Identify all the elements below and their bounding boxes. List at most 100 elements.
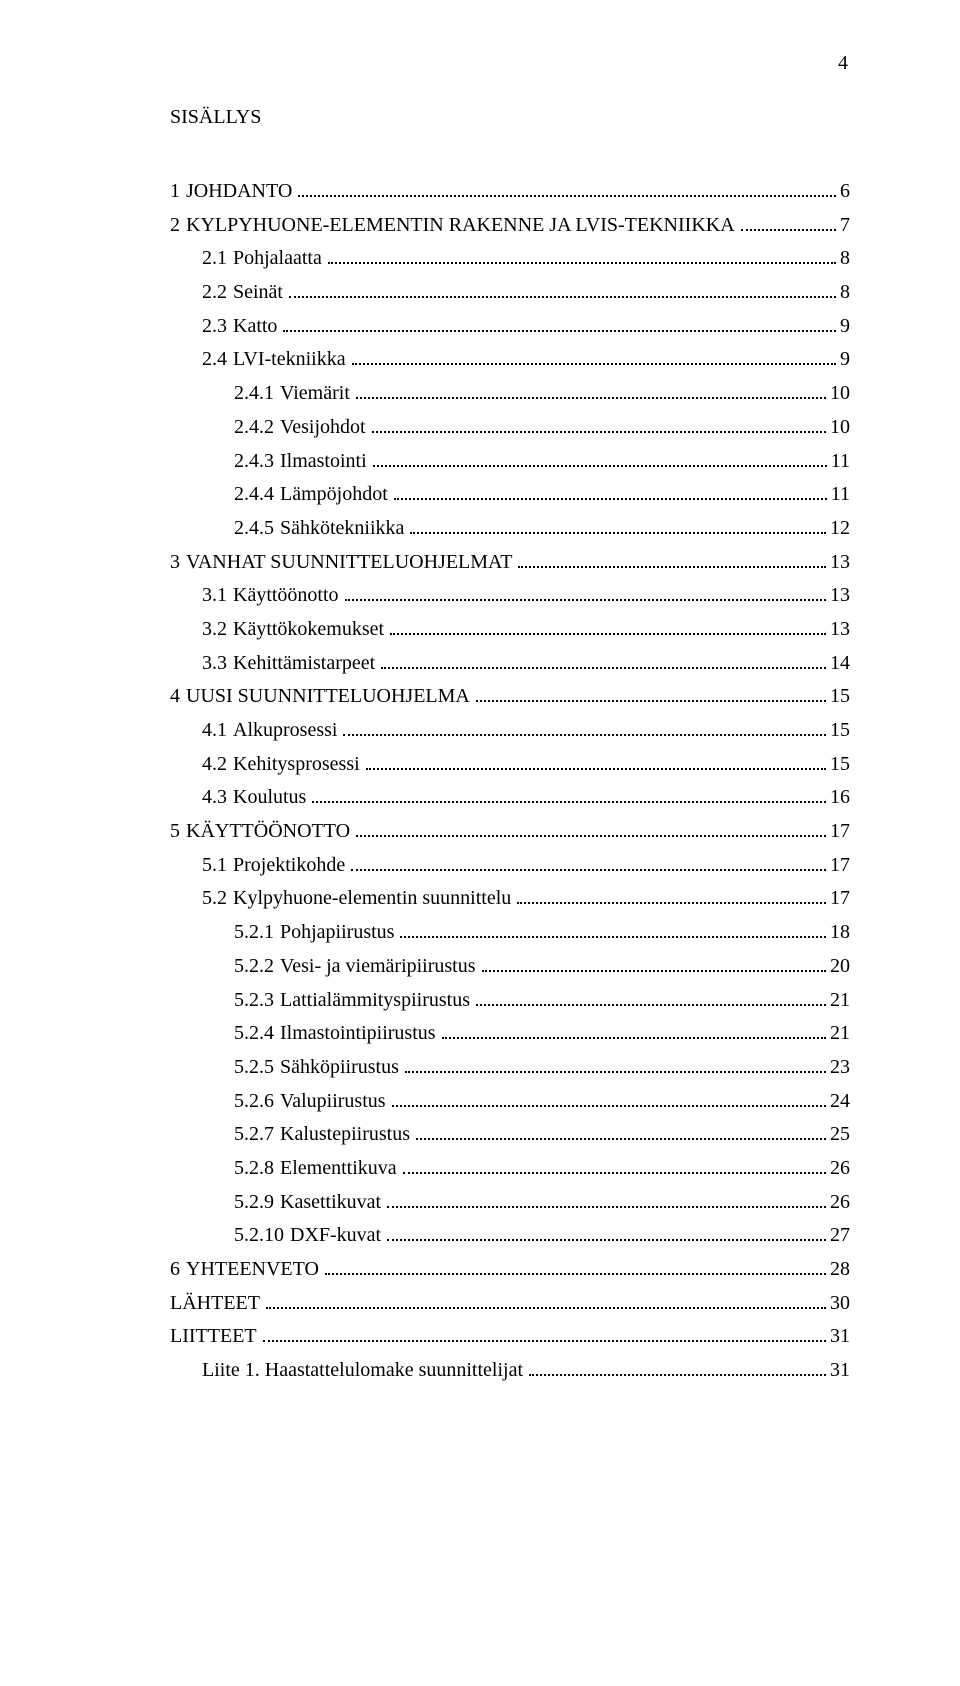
toc-entry-label: Koulutus [227, 787, 306, 807]
toc-leader-dots [356, 821, 826, 837]
toc-entry-page: 15 [830, 754, 850, 774]
toc-entry-label: YHTEENVETO [180, 1259, 319, 1279]
toc-entry-page: 26 [830, 1158, 850, 1178]
toc-leader-dots [403, 1158, 826, 1174]
toc-leader-dots [351, 855, 826, 871]
toc-row: 3.3Kehittämistarpeet14 [170, 653, 850, 673]
toc-leader-dots [387, 1225, 826, 1241]
toc-row: Liite 1. Haastattelulomake suunnittelija… [170, 1360, 850, 1380]
toc-entry-page: 24 [830, 1091, 850, 1111]
toc-entry-label: Ilmastointipiirustus [274, 1023, 436, 1043]
toc-leader-dots [529, 1360, 826, 1376]
toc-leader-dots [482, 956, 826, 972]
toc-row: 4.1Alkuprosessi15 [170, 720, 850, 740]
toc-row: 3VANHAT SUUNNITTELUOHJELMAT13 [170, 552, 850, 572]
toc-entry-page: 8 [840, 248, 850, 268]
toc-entry-page: 17 [830, 821, 850, 841]
toc-row: LIITTEET 31 [170, 1326, 850, 1346]
toc-row: 5KÄYTTÖÖNOTTO17 [170, 821, 850, 841]
toc-leader-dots [356, 383, 826, 399]
toc-entry-number: 6 [170, 1259, 180, 1279]
toc-row: 2KYLPYHUONE-ELEMENTIN RAKENNE JA LVIS-TE… [170, 215, 850, 235]
toc-entry-label: Seinät [227, 282, 283, 302]
toc-entry-label: Vesijohdot [274, 417, 366, 437]
toc-row: 2.2Seinät8 [170, 282, 850, 302]
toc-leader-dots [266, 1293, 826, 1309]
toc-entry-label: Katto [227, 316, 277, 336]
toc-entry-label: Viemärit [274, 383, 350, 403]
toc-leader-dots [518, 552, 826, 568]
toc-entry-label: Kalustepiirustus [274, 1124, 410, 1144]
toc-leader-dots [476, 990, 826, 1006]
toc-leader-dots [400, 922, 826, 938]
toc-row: 2.4.1Viemärit10 [170, 383, 850, 403]
toc-entry-number: 3.2 [202, 619, 227, 639]
toc-entry-page: 10 [830, 417, 850, 437]
toc-entry-page: 25 [830, 1124, 850, 1144]
toc-entry-page: 30 [830, 1293, 850, 1313]
toc-leader-dots [283, 316, 836, 332]
toc-row: 4.3Koulutus16 [170, 787, 850, 807]
toc-entry-number: 5.2.7 [234, 1124, 274, 1144]
toc-entry-label: Kasettikuvat [274, 1192, 381, 1212]
toc-row: 5.2.7Kalustepiirustus 25 [170, 1124, 850, 1144]
toc-entry-number: 2.4.1 [234, 383, 274, 403]
toc-entry-number: 5.2.8 [234, 1158, 274, 1178]
toc-entry-label: Projektikohde [227, 855, 345, 875]
toc-entry-number: 3.3 [202, 653, 227, 673]
toc-row: 2.4.5Sähkötekniikka12 [170, 518, 850, 538]
toc-row: 1JOHDANTO6 [170, 181, 850, 201]
toc-row: 2.3Katto 9 [170, 316, 850, 336]
toc-entry-number: 2.4.3 [234, 451, 274, 471]
toc-entry-page: 17 [830, 855, 850, 875]
toc-entry-number: 1 [170, 181, 180, 201]
toc-row: 6YHTEENVETO 28 [170, 1259, 850, 1279]
toc-leader-dots [366, 754, 826, 770]
page: 4 SISÄLLYS 1JOHDANTO62KYLPYHUONE-ELEMENT… [0, 0, 960, 1686]
toc-row: 5.2.5Sähköpiirustus23 [170, 1057, 850, 1077]
page-number: 4 [838, 52, 848, 75]
toc-row: 2.1Pohjalaatta8 [170, 248, 850, 268]
toc-entry-page: 11 [831, 484, 850, 504]
toc-leader-dots [442, 1023, 826, 1039]
toc-row: 5.2.10DXF-kuvat27 [170, 1225, 850, 1245]
toc-entry-label: KYLPYHUONE-ELEMENTIN RAKENNE JA LVIS-TEK… [180, 215, 735, 235]
toc-leader-dots [373, 451, 827, 467]
toc-entry-page: 16 [830, 787, 850, 807]
toc-entry-number: 5.2.5 [234, 1057, 274, 1077]
toc-entry-page: 13 [830, 552, 850, 572]
toc-leader-dots [416, 1124, 826, 1140]
toc-row: 2.4.4Lämpöjohdot11 [170, 484, 850, 504]
toc-row: 2.4.2Vesijohdot10 [170, 417, 850, 437]
toc-entry-number: 2.2 [202, 282, 227, 302]
toc-leader-dots [392, 1091, 826, 1107]
toc-entry-number: 5.2.2 [234, 956, 274, 976]
toc-entry-label: UUSI SUUNNITTELUOHJELMA [180, 686, 470, 706]
toc-row: 5.1Projektikohde17 [170, 855, 850, 875]
toc-entry-page: 28 [830, 1259, 850, 1279]
toc-entry-number: 4 [170, 686, 180, 706]
toc-entry-page: 23 [830, 1057, 850, 1077]
toc-entry-page: 18 [830, 922, 850, 942]
toc-entry-label: Ilmastointi [274, 451, 367, 471]
toc-entry-label: LIITTEET [170, 1326, 257, 1346]
toc-entry-number: 2.4 [202, 349, 227, 369]
toc-leader-dots [476, 686, 826, 702]
toc-leader-dots [298, 181, 836, 197]
toc-leader-dots [263, 1326, 826, 1342]
toc-entry-label: Kehittämistarpeet [227, 653, 375, 673]
toc-entry-number: 5.2.4 [234, 1023, 274, 1043]
toc-entry-page: 31 [830, 1326, 850, 1346]
toc-entry-number: 4.2 [202, 754, 227, 774]
toc-entry-page: 21 [830, 1023, 850, 1043]
toc-row: 5.2Kylpyhuone-elementin suunnittelu17 [170, 888, 850, 908]
toc-entry-number: 2.4.4 [234, 484, 274, 504]
toc-entry-page: 15 [830, 686, 850, 706]
toc-leader-dots [289, 282, 836, 298]
toc-entry-label: Valupiirustus [274, 1091, 386, 1111]
toc-entry-number: 2.3 [202, 316, 227, 336]
toc-entry-page: 13 [830, 585, 850, 605]
toc-entry-label: Alkuprosessi [227, 720, 337, 740]
toc-entry-label: VANHAT SUUNNITTELUOHJELMAT [180, 552, 512, 572]
toc-entry-page: 9 [840, 316, 850, 336]
